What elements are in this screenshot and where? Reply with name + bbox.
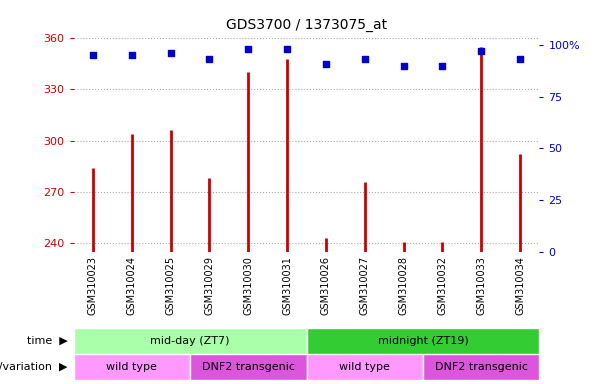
Text: GSM310030: GSM310030 (243, 256, 253, 314)
Text: genotype/variation  ▶: genotype/variation ▶ (0, 362, 67, 372)
Text: GSM310026: GSM310026 (321, 256, 331, 315)
Point (243, 46, 253, 52)
Bar (423, 354, 539, 380)
Text: wild type: wild type (107, 362, 157, 372)
Point (438, 63, 447, 69)
Point (127, 52, 137, 58)
Text: GSM310025: GSM310025 (166, 256, 175, 315)
Text: GSM310023: GSM310023 (88, 256, 98, 315)
Bar (190, 354, 306, 380)
Text: GSM310027: GSM310027 (360, 256, 370, 315)
Text: GSM310032: GSM310032 (438, 256, 447, 315)
Point (515, 56, 525, 63)
Bar (74, 328, 306, 354)
Text: GSM310033: GSM310033 (476, 256, 486, 314)
Point (398, 63, 408, 69)
Point (321, 60, 331, 66)
Text: GSM310028: GSM310028 (398, 256, 408, 315)
Text: GSM310029: GSM310029 (205, 256, 215, 315)
Point (360, 56, 370, 63)
Text: midnight (ZT19): midnight (ZT19) (378, 336, 468, 346)
Text: GSM310031: GSM310031 (282, 256, 292, 314)
Point (282, 46, 292, 52)
Point (88, 52, 98, 58)
Text: GSM310034: GSM310034 (515, 256, 525, 314)
Text: DNF2 transgenic: DNF2 transgenic (435, 362, 528, 372)
Text: time  ▶: time ▶ (27, 336, 67, 346)
Point (476, 48, 486, 54)
Text: wild type: wild type (340, 362, 390, 372)
Point (166, 50, 175, 56)
Point (205, 56, 215, 63)
Bar (74, 354, 190, 380)
Text: GSM310024: GSM310024 (127, 256, 137, 315)
Title: GDS3700 / 1373075_at: GDS3700 / 1373075_at (226, 18, 387, 32)
Bar (306, 328, 539, 354)
Text: mid-day (ZT7): mid-day (ZT7) (150, 336, 230, 346)
Text: DNF2 transgenic: DNF2 transgenic (202, 362, 295, 372)
Bar (306, 354, 423, 380)
